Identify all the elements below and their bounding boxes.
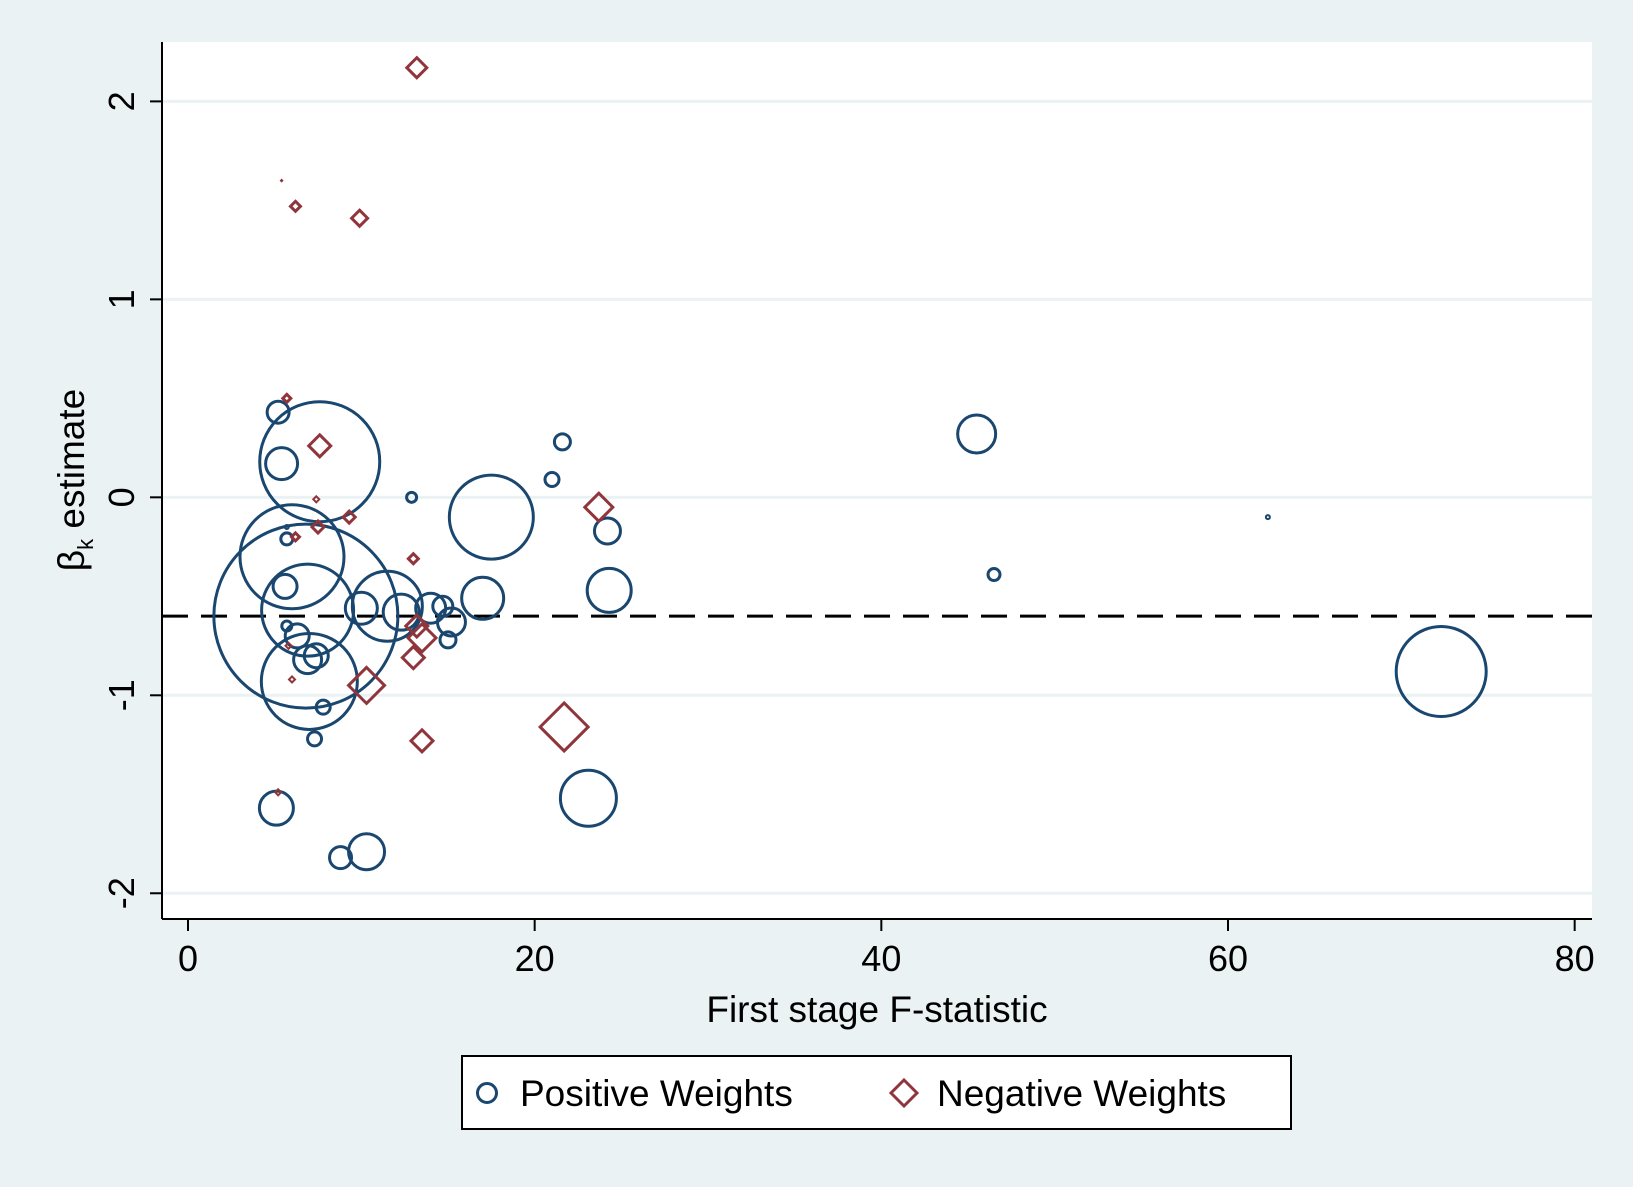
negative-point-13 [405,621,439,655]
y-ticks: -2 -1 0 1 2 [101,91,162,909]
positive-point-15 [306,730,324,748]
negative-point-3 [349,208,370,229]
positive-point-18 [347,832,387,872]
y-tick-label-4: 2 [101,91,142,111]
positive-point-20 [350,569,424,643]
negative-point-12 [403,612,430,640]
positive-point-28 [447,473,535,561]
x-tick-label-1: 20 [515,938,555,979]
y-tick-label-0: -2 [101,877,142,909]
negative-point-7 [341,509,358,526]
negative-point-15 [284,641,293,651]
grid-lines [162,99,1592,895]
positive-point-37 [1394,625,1488,719]
axes [161,42,1592,920]
x-tick-label-3: 60 [1208,938,1248,979]
positive-point-19 [343,590,379,626]
negative-point-17 [346,665,387,706]
positive-point-14 [314,698,332,716]
y-tick-label-2: 0 [101,487,142,507]
positive-point-26 [405,490,419,504]
positive-point-25 [438,630,458,650]
y-tick-label-3: 1 [101,289,142,309]
x-tick-label-0: 0 [178,938,198,979]
negative-point-10 [406,551,421,566]
negative-point-18 [408,727,436,754]
positive-point-21 [381,592,421,632]
x-tick-label-4: 80 [1555,938,1595,979]
negative-point-16 [287,675,297,684]
legend-positive-label: Positive Weights [520,1073,793,1114]
negative-weights-points [273,55,615,797]
positive-point-23 [431,594,455,618]
legend: Positive Weights Negative Weights [461,1055,1292,1130]
positive-point-10 [283,622,311,650]
x-tick-label-2: 40 [861,938,901,979]
positive-point-12 [302,642,330,670]
legend-positive-marker [476,1082,498,1104]
legend-box [461,1055,1292,1130]
positive-point-34 [956,413,998,455]
negative-point-8 [309,518,327,536]
positive-point-33 [558,768,618,828]
legend-negative-label: Negative Weights [937,1073,1226,1114]
negative-point-11 [582,491,615,524]
y-tick-label-1: -1 [101,679,142,711]
positive-point-31 [592,516,622,546]
negative-point-14 [400,644,427,671]
positive-point-36 [1264,514,1271,521]
negative-point-4 [280,392,293,405]
negative-point-0 [404,55,429,80]
positive-point-35 [986,567,1002,583]
y-axis-title: βk estimate [51,389,98,571]
positive-point-29 [543,471,561,489]
positive-point-17 [328,845,354,871]
plot-area [162,42,1592,919]
negative-point-2 [288,199,303,214]
x-axis-title: First stage F-statistic [706,989,1047,1030]
positive-point-13 [259,631,359,731]
negative-point-19 [538,700,591,754]
positive-point-9 [212,522,400,710]
legend-negative-marker [888,1077,920,1109]
y-axis-title-rest: estimate [51,389,92,539]
positive-point-1 [264,446,300,482]
positive-point-5 [238,503,346,611]
positive-point-32 [585,566,633,614]
negative-point-6 [311,494,321,504]
positive-point-24 [435,606,467,638]
y-axis-title-beta: β [51,550,92,571]
positive-point-0 [265,399,291,425]
positive-weights-points [212,399,1488,872]
negative-point-20 [273,787,283,797]
negative-point-9 [289,530,302,544]
negative-point-1 [279,178,284,183]
y-axis-title-subscript: k [73,538,98,550]
positive-point-30 [552,432,572,452]
negative-point-5 [306,432,333,459]
positive-point-6 [271,572,299,600]
positive-point-27 [460,575,506,621]
x-ticks: 0 20 40 60 80 [178,919,1595,979]
